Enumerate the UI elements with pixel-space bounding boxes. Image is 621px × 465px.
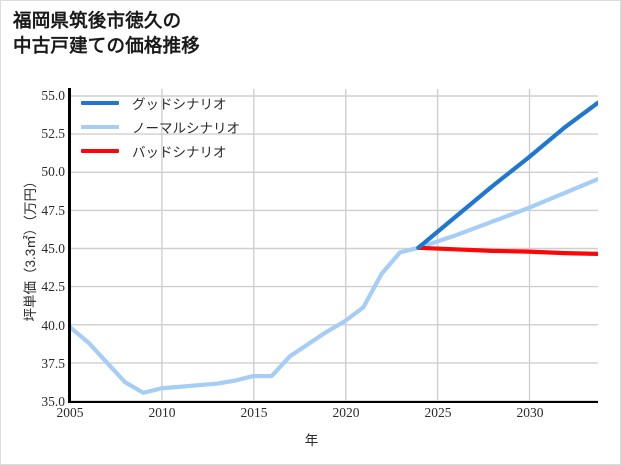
legend-label-bad: バッドシナリオ [132, 145, 227, 160]
x-tick-label: 2020 [332, 405, 360, 420]
gridlines [70, 89, 598, 402]
y-axis-title: 坪単価（3.3㎡）（万円） [23, 174, 38, 322]
legend-item-bad: バッドシナリオ [81, 139, 311, 163]
legend-label-good: グッドシナリオ [132, 97, 227, 112]
legend-item-normal: ノーマルシナリオ [81, 115, 311, 139]
y-tick-label: 52.5 [41, 126, 65, 141]
y-tick-label: 37.5 [41, 356, 65, 371]
x-axis-line [68, 400, 598, 403]
x-axis-title: 年 [304, 433, 319, 448]
y-tick-label: 55.0 [41, 88, 65, 103]
plot-area [70, 89, 598, 402]
y-tick-label: 42.5 [41, 279, 65, 294]
legend-item-good: グッドシナリオ [81, 91, 311, 115]
y-tick-label: 45.0 [41, 241, 65, 256]
y-axis-tick-labels: 55.0 52.5 50.0 47.5 45.0 42.5 40.0 37.5 … [1, 1, 65, 464]
legend-label-normal: ノーマルシナリオ [132, 121, 240, 136]
x-tick-label: 2010 [148, 405, 176, 420]
x-tick-label: 2025 [424, 405, 452, 420]
legend-swatch-good-icon [81, 101, 119, 105]
series-line-good [416, 100, 598, 250]
y-axis-line [68, 88, 71, 403]
y-tick-label: 40.0 [41, 318, 65, 333]
legend-swatch-normal-icon [81, 125, 119, 129]
series-line-bad [416, 245, 598, 256]
y-tick-label: 47.5 [41, 203, 65, 218]
y-tick-label: 50.0 [41, 164, 65, 179]
page-title: 福岡県筑後市徳久の 中古戸建ての価格推移 [13, 10, 201, 56]
x-tick-label: 2015 [240, 405, 268, 420]
x-tick-label: 2030 [516, 405, 544, 420]
series-line-normal [70, 176, 598, 395]
chart-legend: グッドシナリオ ノーマルシナリオ バッドシナリオ [81, 91, 311, 163]
chart-canvas [70, 89, 598, 402]
legend-swatch-bad-icon [81, 149, 119, 153]
x-tick-label: 2005 [56, 405, 84, 420]
y-tick-label: 35.0 [41, 394, 65, 409]
data-series-group [70, 100, 598, 395]
